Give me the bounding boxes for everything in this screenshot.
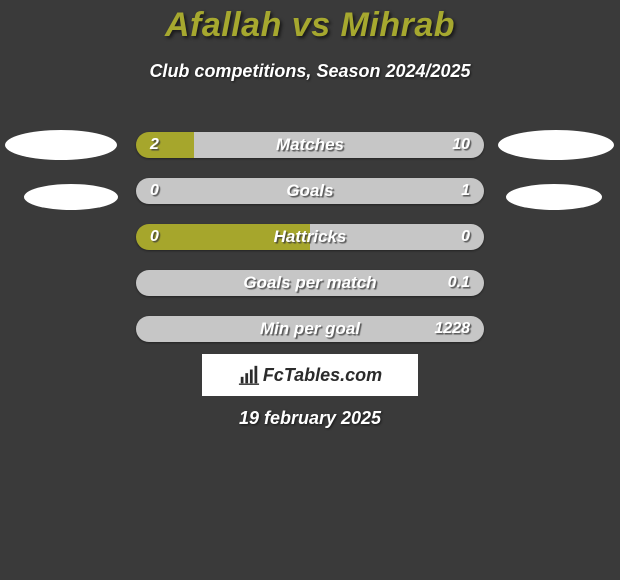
barchart-icon [238,364,260,386]
page-title: Afallah vs Mihrab [0,0,620,45]
stat-row: 210Matches [136,132,484,158]
stat-row: 01Goals [136,178,484,204]
logo: FcTables.com [238,364,382,386]
decorative-ellipse [24,184,118,210]
decorative-ellipse [5,130,117,160]
stat-row: 1228Min per goal [136,316,484,342]
date-text: 19 february 2025 [0,408,620,429]
stat-bar-right [136,270,484,296]
logo-box: FcTables.com [202,354,418,396]
comparison-bars-area: 210Matches 01Goals 00Hattricks 0.1Goals per… [0,116,620,356]
stat-row: 00Hattricks [136,224,484,250]
logo-text: FcTables.com [263,365,382,386]
stat-row: 0.1Goals per match [136,270,484,296]
stat-bar-right [310,224,484,250]
stat-bar-left [136,224,310,250]
decorative-ellipse [506,184,602,210]
decorative-ellipse [498,130,614,160]
infographic-container: Afallah vs Mihrab Club competitions, Sea… [0,0,620,580]
stat-bar-right [194,132,484,158]
stat-bar-left [136,132,194,158]
stat-bar-right [136,178,484,204]
stat-bar-right [136,316,484,342]
subtitle: Club competitions, Season 2024/2025 [0,61,620,82]
